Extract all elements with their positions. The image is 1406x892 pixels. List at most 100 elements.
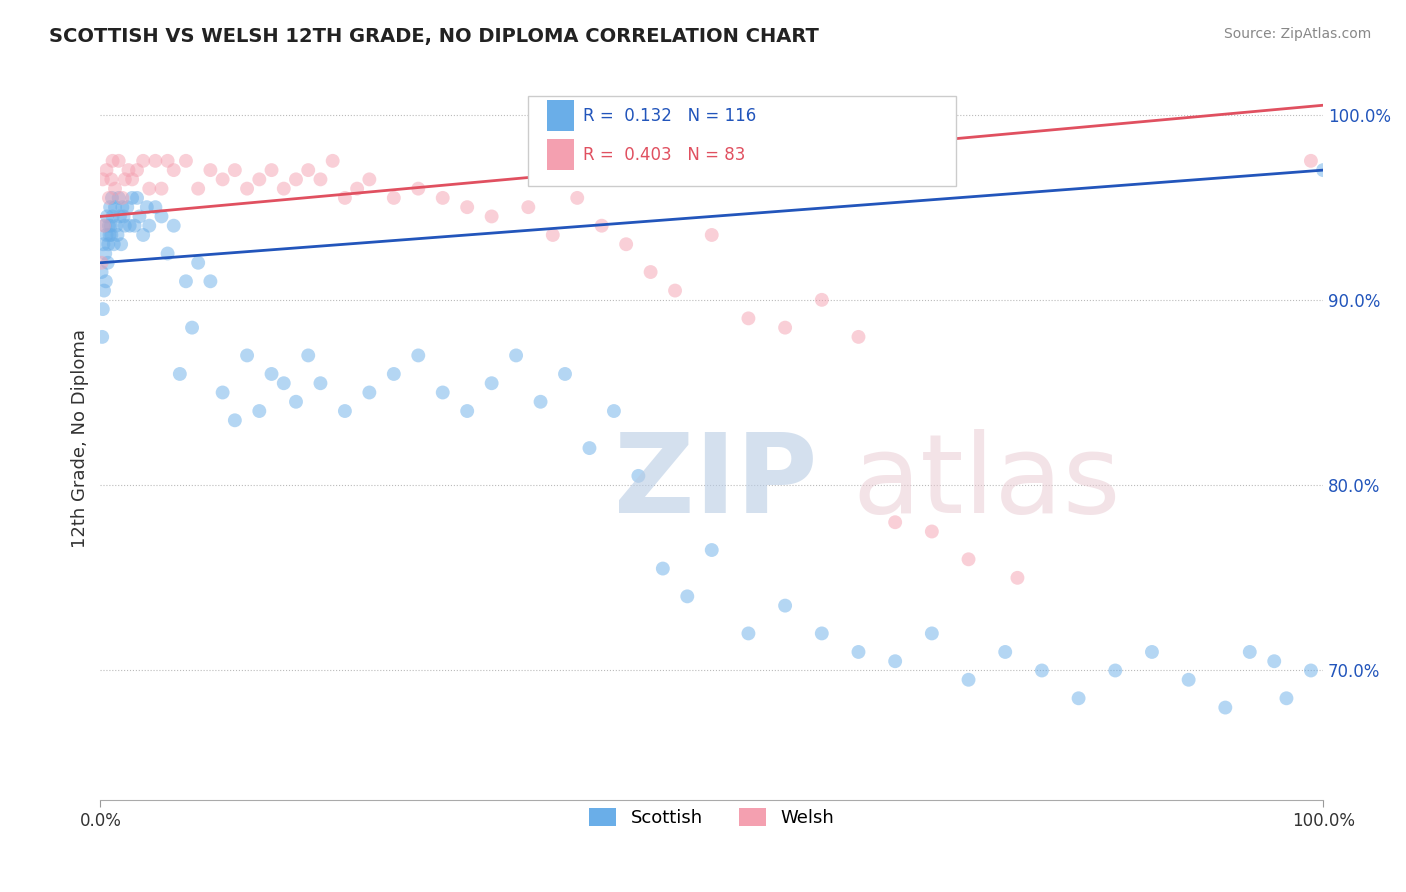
- Point: [664, 284, 686, 298]
- Point: [96, 163, 118, 178]
- Point: [98, 227, 121, 242]
- Point: [848, 330, 870, 344]
- Point: [884, 515, 907, 529]
- Point: [260, 367, 283, 381]
- Point: [94, 274, 117, 288]
- Point: [297, 348, 319, 362]
- Point: [124, 219, 146, 233]
- Point: [156, 153, 179, 168]
- Point: [174, 153, 197, 168]
- Point: [382, 191, 405, 205]
- Point: [322, 153, 344, 168]
- Point: [297, 163, 319, 178]
- Point: [150, 210, 173, 224]
- Point: [591, 219, 613, 233]
- Point: [112, 210, 135, 224]
- Point: [93, 237, 115, 252]
- Point: [359, 385, 381, 400]
- Point: [333, 191, 356, 205]
- Point: [163, 163, 186, 178]
- Point: [211, 172, 233, 186]
- Point: [406, 348, 429, 362]
- Point: [98, 200, 121, 214]
- Point: [145, 200, 167, 214]
- Point: [1213, 700, 1236, 714]
- Point: [541, 227, 564, 242]
- Point: [181, 320, 204, 334]
- Point: [260, 163, 283, 178]
- Text: R =  0.132   N = 116: R = 0.132 N = 116: [583, 106, 756, 125]
- Point: [273, 376, 295, 391]
- Point: [125, 191, 148, 205]
- Point: [1312, 163, 1334, 178]
- Point: [111, 200, 134, 214]
- Point: [1275, 691, 1298, 706]
- Point: [773, 599, 796, 613]
- Point: [187, 256, 209, 270]
- Point: [97, 237, 120, 252]
- Point: [603, 404, 626, 418]
- Point: [651, 561, 673, 575]
- Point: [101, 191, 124, 205]
- Point: [309, 172, 332, 186]
- Point: [108, 210, 131, 224]
- Point: [100, 172, 122, 186]
- Point: [517, 200, 540, 214]
- Point: [169, 367, 191, 381]
- Point: [104, 200, 127, 214]
- Text: R =  0.403   N = 83: R = 0.403 N = 83: [583, 145, 745, 163]
- Point: [236, 181, 259, 195]
- Point: [578, 441, 600, 455]
- Point: [432, 385, 454, 400]
- Text: atlas: atlas: [852, 429, 1121, 536]
- Point: [150, 181, 173, 195]
- Point: [1263, 654, 1285, 668]
- Point: [737, 626, 759, 640]
- Point: [1299, 664, 1322, 678]
- Point: [921, 626, 943, 640]
- Point: [247, 172, 270, 186]
- Point: [640, 265, 662, 279]
- Point: [810, 293, 832, 307]
- Text: Source: ZipAtlas.com: Source: ZipAtlas.com: [1223, 27, 1371, 41]
- Point: [273, 181, 295, 195]
- Point: [97, 191, 120, 205]
- Point: [100, 227, 122, 242]
- Point: [93, 219, 115, 233]
- Point: [456, 404, 478, 418]
- Point: [200, 163, 222, 178]
- FancyBboxPatch shape: [547, 101, 574, 131]
- Point: [132, 153, 155, 168]
- Point: [91, 302, 114, 317]
- Point: [211, 385, 233, 400]
- Point: [91, 330, 114, 344]
- Point: [810, 626, 832, 640]
- Point: [359, 172, 381, 186]
- Point: [505, 348, 527, 362]
- Point: [957, 673, 980, 687]
- Point: [1031, 664, 1053, 678]
- Point: [156, 246, 179, 260]
- Point: [118, 219, 141, 233]
- Point: [93, 219, 115, 233]
- Point: [105, 219, 128, 233]
- Point: [174, 274, 197, 288]
- Point: [97, 219, 120, 233]
- Point: [132, 227, 155, 242]
- Point: [1239, 645, 1261, 659]
- Point: [224, 413, 246, 427]
- Point: [93, 284, 115, 298]
- Point: [111, 191, 134, 205]
- Point: [1177, 673, 1199, 687]
- Point: [96, 210, 118, 224]
- Point: [567, 191, 589, 205]
- Point: [994, 645, 1017, 659]
- Point: [97, 256, 120, 270]
- Point: [101, 210, 124, 224]
- Point: [614, 237, 637, 252]
- Point: [91, 172, 114, 186]
- Legend: Scottish, Welsh: Scottish, Welsh: [582, 801, 841, 835]
- Point: [481, 376, 503, 391]
- Point: [432, 191, 454, 205]
- Point: [135, 200, 157, 214]
